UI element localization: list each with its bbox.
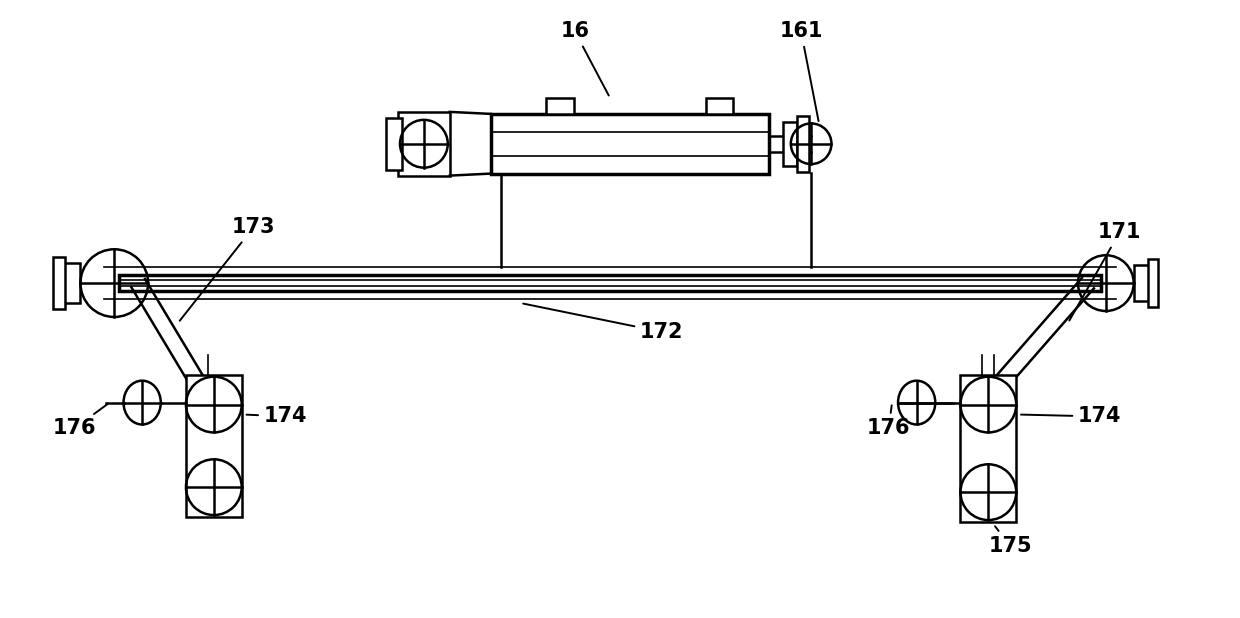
Text: 173: 173 — [180, 218, 275, 321]
Text: 172: 172 — [523, 303, 683, 342]
Bar — [797, 116, 810, 172]
Text: 176: 176 — [52, 404, 108, 438]
Text: 16: 16 — [560, 21, 609, 96]
Bar — [784, 122, 797, 166]
Bar — [706, 98, 734, 114]
Bar — [119, 275, 1101, 291]
Bar — [491, 114, 769, 174]
Bar — [1133, 265, 1152, 301]
Bar — [52, 257, 64, 309]
Bar — [61, 263, 81, 303]
Bar — [961, 375, 1017, 522]
Bar — [386, 118, 402, 169]
Bar — [1147, 259, 1158, 307]
Text: 171: 171 — [1069, 222, 1141, 321]
Text: 174: 174 — [1021, 407, 1121, 426]
Bar — [547, 98, 574, 114]
Bar — [398, 112, 450, 176]
Text: 174: 174 — [247, 407, 308, 426]
Text: 161: 161 — [779, 21, 823, 121]
Bar — [186, 375, 242, 517]
Text: 176: 176 — [867, 405, 910, 438]
Text: 175: 175 — [988, 527, 1032, 556]
